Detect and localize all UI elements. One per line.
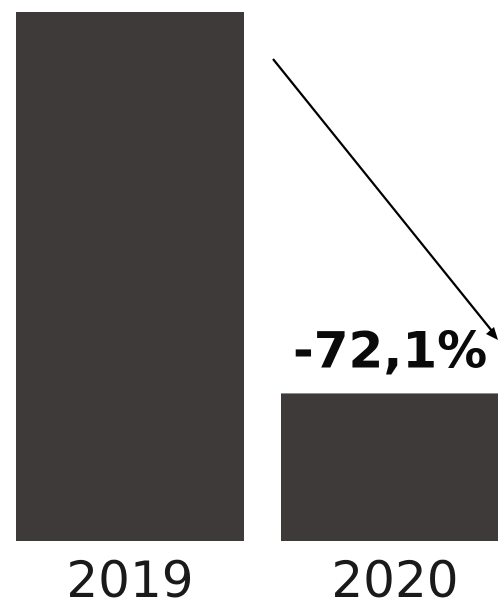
x-tick-label-2019: 2019 xyxy=(66,551,193,603)
x-tick-labels: 2019 2020 xyxy=(66,551,458,603)
trend-arrow-line xyxy=(272,58,493,332)
bar-2020 xyxy=(281,393,498,541)
trend-arrow-head xyxy=(486,327,498,340)
x-tick-label-2020: 2020 xyxy=(331,551,458,603)
annotations-group: -72,1% xyxy=(272,58,498,379)
bar-2019 xyxy=(16,12,244,541)
percent-change-label: -72,1% xyxy=(293,321,487,379)
bars-group xyxy=(16,12,498,541)
